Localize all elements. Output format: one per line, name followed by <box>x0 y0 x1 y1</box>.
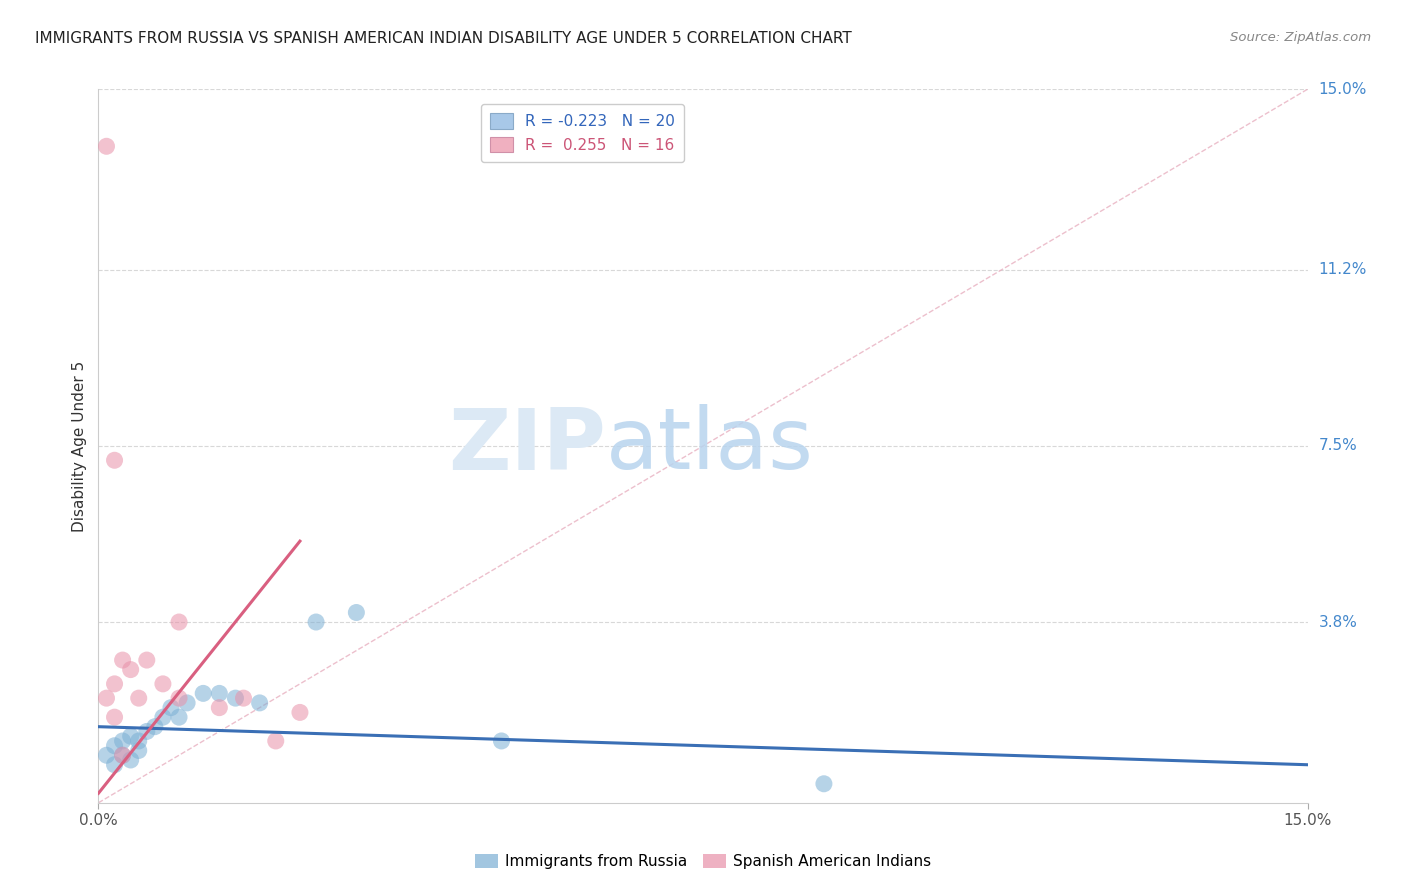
Point <box>128 734 150 748</box>
Point <box>103 710 125 724</box>
Point <box>120 753 142 767</box>
Point <box>167 615 190 629</box>
Text: 11.2%: 11.2% <box>1319 262 1367 277</box>
Text: Source: ZipAtlas.com: Source: ZipAtlas.com <box>1230 31 1371 45</box>
Point <box>224 691 246 706</box>
Point <box>305 615 328 629</box>
Point <box>103 453 125 467</box>
Point <box>249 696 271 710</box>
Point <box>103 739 125 753</box>
Point <box>111 734 134 748</box>
Text: 7.5%: 7.5% <box>1319 439 1357 453</box>
Point <box>120 729 142 743</box>
Y-axis label: Disability Age Under 5: Disability Age Under 5 <box>72 360 87 532</box>
Point <box>176 696 198 710</box>
Point <box>491 734 513 748</box>
Point <box>135 653 157 667</box>
Point <box>96 691 118 706</box>
Point <box>135 724 157 739</box>
Point <box>288 706 311 720</box>
Text: ZIP: ZIP <box>449 404 606 488</box>
Point <box>160 700 183 714</box>
Point <box>143 720 166 734</box>
Point <box>128 691 150 706</box>
Point <box>103 757 125 772</box>
Point <box>103 677 125 691</box>
Text: atlas: atlas <box>606 404 814 488</box>
Text: 15.0%: 15.0% <box>1319 82 1367 96</box>
Point <box>111 748 134 763</box>
Point <box>111 748 134 763</box>
Point <box>96 748 118 763</box>
Point <box>111 653 134 667</box>
Text: IMMIGRANTS FROM RUSSIA VS SPANISH AMERICAN INDIAN DISABILITY AGE UNDER 5 CORRELA: IMMIGRANTS FROM RUSSIA VS SPANISH AMERIC… <box>35 31 852 46</box>
Point <box>167 710 190 724</box>
Point <box>208 700 231 714</box>
Point <box>128 743 150 757</box>
Legend: R = -0.223   N = 20, R =  0.255   N = 16: R = -0.223 N = 20, R = 0.255 N = 16 <box>481 104 685 162</box>
Point <box>96 139 118 153</box>
Point <box>193 686 215 700</box>
Point <box>344 606 367 620</box>
Legend: Immigrants from Russia, Spanish American Indians: Immigrants from Russia, Spanish American… <box>468 848 938 875</box>
Point <box>152 677 174 691</box>
Point <box>167 691 190 706</box>
Point <box>208 686 231 700</box>
Text: 3.8%: 3.8% <box>1319 615 1358 630</box>
Point <box>232 691 254 706</box>
Point <box>120 663 142 677</box>
Point <box>152 710 174 724</box>
Point <box>264 734 287 748</box>
Point <box>813 777 835 791</box>
